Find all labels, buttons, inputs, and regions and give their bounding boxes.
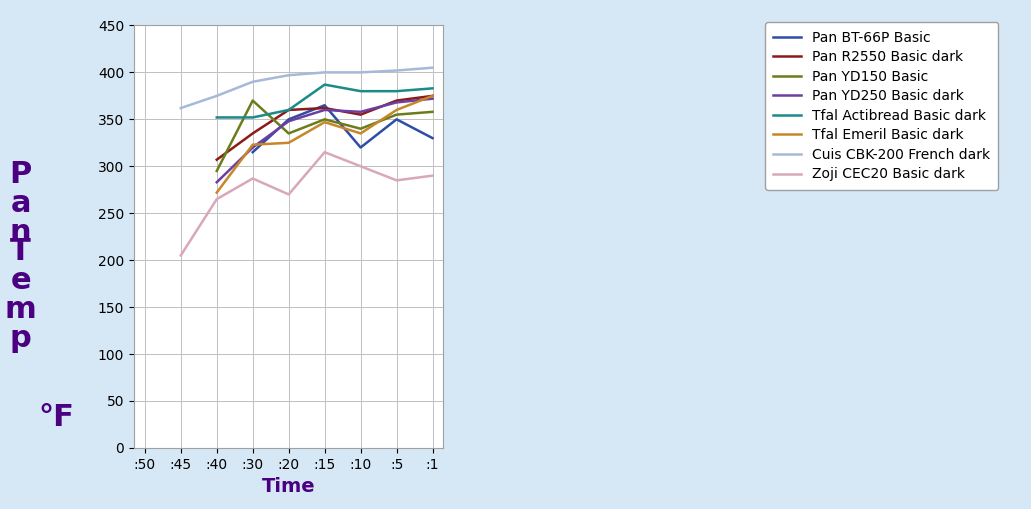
Cuis CBK-200 French dark bbox=[355, 69, 367, 75]
Cuis CBK-200 French dark bbox=[391, 68, 403, 74]
Cuis CBK-200 French dark bbox=[174, 105, 187, 111]
Line: Tfal Emeril Basic dark: Tfal Emeril Basic dark bbox=[217, 96, 433, 192]
Pan YD250 Basic dark bbox=[246, 145, 259, 151]
Zoji CEC20 Basic dark bbox=[282, 191, 295, 197]
Tfal Actibread Basic dark bbox=[246, 115, 259, 121]
Pan YD250 Basic dark bbox=[391, 99, 403, 105]
Pan R2550 Basic dark bbox=[391, 98, 403, 104]
Pan YD250 Basic dark bbox=[427, 96, 439, 102]
Pan YD150 Basic bbox=[391, 111, 403, 118]
Tfal Actibread Basic dark bbox=[210, 115, 223, 121]
Tfal Emeril Basic dark bbox=[355, 130, 367, 136]
Text: T
e
m
p: T e m p bbox=[5, 237, 36, 353]
Pan YD250 Basic dark bbox=[210, 179, 223, 185]
Pan BT-66P Basic bbox=[355, 145, 367, 151]
Tfal Emeril Basic dark bbox=[282, 140, 295, 146]
Pan R2550 Basic dark bbox=[427, 93, 439, 99]
Tfal Actibread Basic dark bbox=[427, 86, 439, 92]
Tfal Actibread Basic dark bbox=[391, 88, 403, 94]
Cuis CBK-200 French dark bbox=[282, 72, 295, 78]
Cuis CBK-200 French dark bbox=[427, 65, 439, 71]
Pan BT-66P Basic bbox=[427, 135, 439, 141]
Tfal Emeril Basic dark bbox=[391, 107, 403, 113]
Text: °F: °F bbox=[39, 403, 74, 432]
Zoji CEC20 Basic dark bbox=[210, 196, 223, 202]
Zoji CEC20 Basic dark bbox=[427, 173, 439, 179]
Zoji CEC20 Basic dark bbox=[246, 176, 259, 182]
Pan YD250 Basic dark bbox=[319, 107, 331, 113]
Line: Pan YD150 Basic: Pan YD150 Basic bbox=[217, 101, 433, 171]
Pan YD150 Basic bbox=[282, 130, 295, 136]
Cuis CBK-200 French dark bbox=[210, 93, 223, 99]
Pan BT-66P Basic bbox=[319, 102, 331, 108]
Line: Pan BT-66P Basic: Pan BT-66P Basic bbox=[253, 105, 433, 152]
Pan BT-66P Basic bbox=[282, 116, 295, 122]
Pan BT-66P Basic bbox=[246, 149, 259, 155]
Line: Cuis CBK-200 French dark: Cuis CBK-200 French dark bbox=[180, 68, 433, 108]
Tfal Emeril Basic dark bbox=[246, 142, 259, 148]
Pan R2550 Basic dark bbox=[282, 107, 295, 113]
Pan YD150 Basic bbox=[355, 126, 367, 132]
Pan YD150 Basic bbox=[427, 109, 439, 115]
Cuis CBK-200 French dark bbox=[319, 69, 331, 75]
Zoji CEC20 Basic dark bbox=[319, 149, 331, 155]
Zoji CEC20 Basic dark bbox=[174, 252, 187, 259]
Line: Pan YD250 Basic dark: Pan YD250 Basic dark bbox=[217, 99, 433, 182]
Tfal Actibread Basic dark bbox=[319, 81, 331, 88]
Cuis CBK-200 French dark bbox=[246, 79, 259, 85]
Pan YD150 Basic bbox=[246, 98, 259, 104]
Tfal Actibread Basic dark bbox=[282, 107, 295, 113]
Pan YD150 Basic bbox=[319, 116, 331, 122]
Pan YD150 Basic bbox=[210, 168, 223, 174]
Pan R2550 Basic dark bbox=[355, 111, 367, 118]
Pan YD250 Basic dark bbox=[355, 109, 367, 115]
Pan R2550 Basic dark bbox=[246, 130, 259, 136]
Zoji CEC20 Basic dark bbox=[355, 163, 367, 169]
Pan BT-66P Basic bbox=[391, 116, 403, 122]
Line: Zoji CEC20 Basic dark: Zoji CEC20 Basic dark bbox=[180, 152, 433, 256]
Pan R2550 Basic dark bbox=[210, 157, 223, 163]
Line: Pan R2550 Basic dark: Pan R2550 Basic dark bbox=[217, 96, 433, 160]
Pan R2550 Basic dark bbox=[319, 105, 331, 111]
Pan YD250 Basic dark bbox=[282, 118, 295, 124]
Tfal Actibread Basic dark bbox=[355, 88, 367, 94]
Tfal Emeril Basic dark bbox=[319, 119, 331, 125]
Legend: Pan BT-66P Basic, Pan R2550 Basic dark, Pan YD150 Basic, Pan YD250 Basic dark, T: Pan BT-66P Basic, Pan R2550 Basic dark, … bbox=[765, 22, 998, 190]
Zoji CEC20 Basic dark bbox=[391, 177, 403, 183]
Line: Tfal Actibread Basic dark: Tfal Actibread Basic dark bbox=[217, 84, 433, 118]
Text: P
a
n: P a n bbox=[9, 160, 32, 247]
Tfal Emeril Basic dark bbox=[210, 189, 223, 195]
X-axis label: Time: Time bbox=[262, 477, 315, 496]
Tfal Emeril Basic dark bbox=[427, 93, 439, 99]
